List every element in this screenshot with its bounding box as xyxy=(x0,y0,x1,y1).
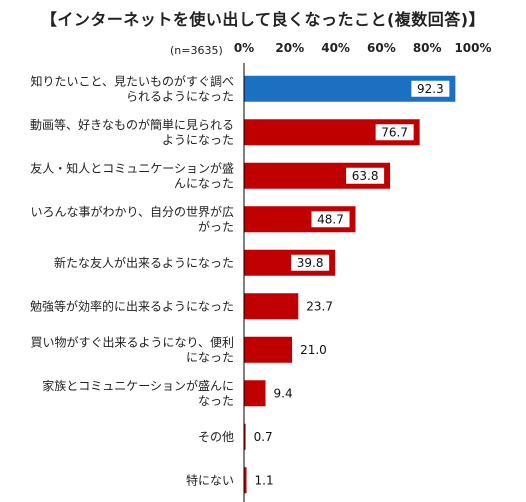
x-tick-label: 80% xyxy=(413,41,442,55)
data-label: 48.7 xyxy=(317,212,344,226)
bar xyxy=(244,467,247,494)
data-label-box xyxy=(375,124,414,141)
data-label: 39.8 xyxy=(297,256,324,270)
category-label: 知りたいこと、見たいものがすぐ調べ xyxy=(30,73,234,88)
category-label: になった xyxy=(186,350,234,364)
data-label: 9.4 xyxy=(274,386,293,400)
category-label: なった xyxy=(198,394,234,408)
data-label-box xyxy=(291,254,330,271)
bar xyxy=(244,380,266,407)
x-tick-label: 60% xyxy=(367,41,396,55)
category-label: んになった xyxy=(174,176,234,190)
category-label: 新たな友人が出来るようになった xyxy=(54,255,234,270)
category-label: 勉強等が効率的に出来るようになった xyxy=(30,298,234,313)
data-label: 23.7 xyxy=(306,299,333,313)
sample-size-note: (n=3635) xyxy=(170,44,223,57)
x-tick-label: 20% xyxy=(275,41,304,55)
x-tick-label: 100% xyxy=(454,41,491,55)
bar xyxy=(244,336,293,363)
bar xyxy=(244,423,246,450)
category-label: 買い物がすぐ出来るようになり、便利 xyxy=(30,334,234,349)
category-label: いろんな事がわかり、自分の世界が広 xyxy=(30,204,234,219)
x-tick-label: 0% xyxy=(234,41,254,55)
category-label: ようになった xyxy=(162,133,234,147)
data-label: 21.0 xyxy=(300,343,327,357)
x-tick-label: 40% xyxy=(321,41,350,55)
data-label-box xyxy=(411,80,450,97)
category-label: 友人・知人とコミュニケーションが盛 xyxy=(30,160,234,175)
data-label-box xyxy=(346,167,385,184)
data-label: 92.3 xyxy=(417,82,444,96)
category-label: 動画等、好きなものが簡単に見られる xyxy=(30,117,234,132)
data-label-box xyxy=(311,211,350,228)
chart-title: 【インターネットを使い出して良くなったこと(複数回答)】 xyxy=(40,10,486,29)
data-label: 63.8 xyxy=(352,169,379,183)
category-label: その他 xyxy=(198,430,234,444)
category-label: 家族とコミュニケーションが盛んに xyxy=(42,378,234,393)
data-label: 76.7 xyxy=(381,125,408,139)
bar xyxy=(244,293,299,320)
category-label: 特にない xyxy=(186,472,234,487)
data-label: 0.7 xyxy=(254,430,273,444)
data-label: 1.1 xyxy=(255,473,274,487)
category-label: られるようになった xyxy=(126,89,234,103)
category-label: がった xyxy=(198,219,234,234)
